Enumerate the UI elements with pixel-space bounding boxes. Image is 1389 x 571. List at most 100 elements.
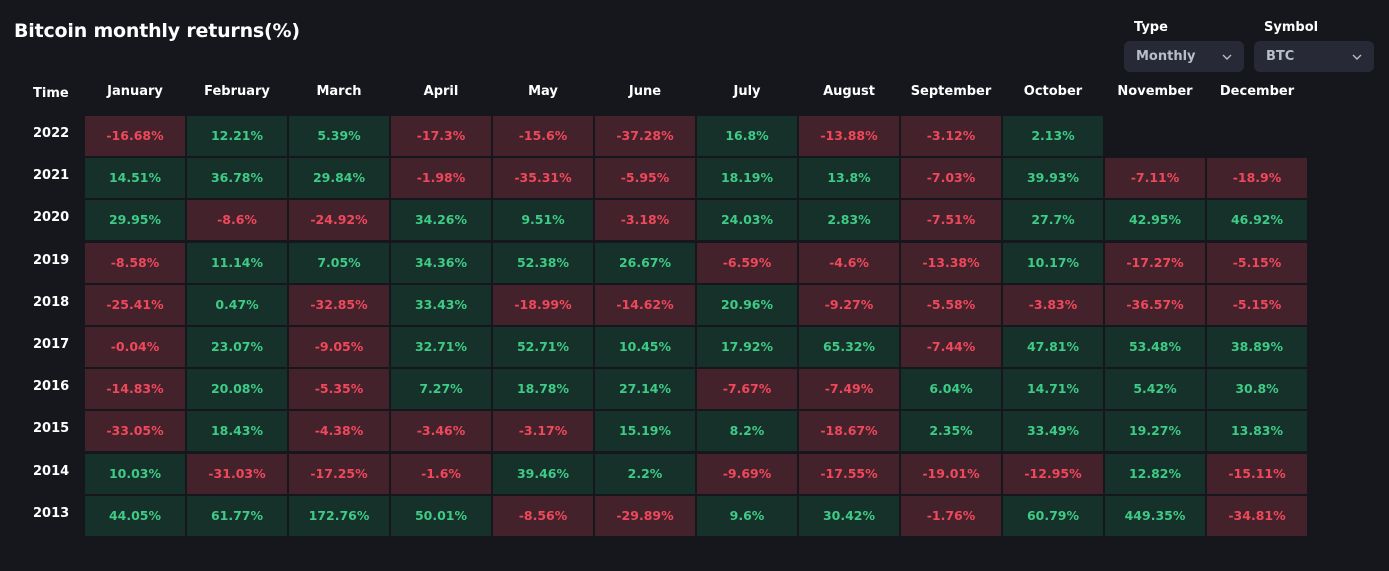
- return-cell: 30.8%: [1207, 369, 1307, 409]
- return-cell: 61.77%: [187, 496, 287, 536]
- return-cell: -5.35%: [289, 369, 389, 409]
- year-label: 2021: [33, 168, 70, 183]
- return-cell: -14.83%: [85, 369, 185, 409]
- year-label: 2015: [33, 421, 70, 436]
- return-cell: -0.04%: [85, 327, 185, 367]
- return-cell: 20.96%: [697, 285, 797, 325]
- return-cell: -7.49%: [799, 369, 899, 409]
- return-cell: -6.59%: [697, 243, 797, 283]
- return-cell: 10.03%: [85, 454, 185, 494]
- return-cell: 15.19%: [595, 411, 695, 451]
- month-header-november: November: [1117, 84, 1193, 99]
- return-cell: 32.71%: [391, 327, 491, 367]
- return-cell: 14.51%: [85, 158, 185, 198]
- return-cell: 17.92%: [697, 327, 797, 367]
- month-header-august: August: [823, 84, 875, 99]
- return-cell: [1207, 116, 1307, 156]
- return-cell: 29.95%: [85, 200, 185, 240]
- return-cell: -5.15%: [1207, 243, 1307, 283]
- return-cell: 39.46%: [493, 454, 593, 494]
- return-cell: -5.15%: [1207, 285, 1307, 325]
- return-cell: 12.82%: [1105, 454, 1205, 494]
- return-cell: 52.38%: [493, 243, 593, 283]
- return-cell: -31.03%: [187, 454, 287, 494]
- return-cell: -7.51%: [901, 200, 1001, 240]
- type-select[interactable]: Monthly: [1124, 41, 1244, 72]
- return-cell: -8.6%: [187, 200, 287, 240]
- return-cell: -3.83%: [1003, 285, 1103, 325]
- return-cell: 2.35%: [901, 411, 1001, 451]
- return-cell: -7.67%: [697, 369, 797, 409]
- year-label: 2017: [33, 337, 70, 352]
- return-cell: 26.67%: [595, 243, 695, 283]
- return-cell: 60.79%: [1003, 496, 1103, 536]
- year-label: 2020: [33, 210, 70, 225]
- return-cell: 42.95%: [1105, 200, 1205, 240]
- symbol-filter: Symbol BTC: [1254, 19, 1374, 72]
- year-label: 2016: [33, 379, 70, 394]
- return-cell: 52.71%: [493, 327, 593, 367]
- return-cell: -4.38%: [289, 411, 389, 451]
- time-column-header: Time: [33, 86, 69, 101]
- chevron-down-icon: [1352, 54, 1362, 60]
- return-cell: 24.03%: [697, 200, 797, 240]
- return-cell: 5.42%: [1105, 369, 1205, 409]
- return-cell: -19.01%: [901, 454, 1001, 494]
- return-cell: -5.58%: [901, 285, 1001, 325]
- return-cell: -3.17%: [493, 411, 593, 451]
- symbol-select[interactable]: BTC: [1254, 41, 1374, 72]
- return-cell: -29.89%: [595, 496, 695, 536]
- return-cell: [1105, 116, 1205, 156]
- return-cell: 36.78%: [187, 158, 287, 198]
- return-cell: 53.48%: [1105, 327, 1205, 367]
- return-cell: 18.78%: [493, 369, 593, 409]
- return-cell: 12.21%: [187, 116, 287, 156]
- return-cell: 30.42%: [799, 496, 899, 536]
- month-header-september: September: [910, 84, 992, 99]
- return-cell: -17.27%: [1105, 243, 1205, 283]
- return-cell: 39.93%: [1003, 158, 1103, 198]
- return-cell: -16.68%: [85, 116, 185, 156]
- type-select-value: Monthly: [1136, 49, 1196, 64]
- return-cell: -3.46%: [391, 411, 491, 451]
- return-cell: 29.84%: [289, 158, 389, 198]
- return-cell: -7.03%: [901, 158, 1001, 198]
- return-cell: 27.7%: [1003, 200, 1103, 240]
- return-cell: -3.12%: [901, 116, 1001, 156]
- type-filter-label: Type: [1134, 20, 1168, 35]
- return-cell: 10.17%: [1003, 243, 1103, 283]
- return-cell: -8.58%: [85, 243, 185, 283]
- return-cell: -33.05%: [85, 411, 185, 451]
- return-cell: 14.71%: [1003, 369, 1103, 409]
- return-cell: 20.08%: [187, 369, 287, 409]
- return-cell: 34.36%: [391, 243, 491, 283]
- return-cell: -18.9%: [1207, 158, 1307, 198]
- return-cell: 13.83%: [1207, 411, 1307, 451]
- return-cell: 9.6%: [697, 496, 797, 536]
- year-label: 2018: [33, 295, 70, 310]
- return-cell: -1.6%: [391, 454, 491, 494]
- return-cell: 46.92%: [1207, 200, 1307, 240]
- return-cell: -8.56%: [493, 496, 593, 536]
- return-cell: 44.05%: [85, 496, 185, 536]
- chevron-down-icon: [1222, 54, 1232, 60]
- return-cell: -12.95%: [1003, 454, 1103, 494]
- return-cell: -15.11%: [1207, 454, 1307, 494]
- return-cell: 18.43%: [187, 411, 287, 451]
- return-cell: -1.76%: [901, 496, 1001, 536]
- symbol-filter-label: Symbol: [1264, 20, 1319, 35]
- return-cell: -13.88%: [799, 116, 899, 156]
- return-cell: -5.95%: [595, 158, 695, 198]
- type-filter: Type Monthly: [1124, 19, 1244, 72]
- return-cell: -9.69%: [697, 454, 797, 494]
- month-header-june: June: [628, 84, 662, 99]
- return-cell: -35.31%: [493, 158, 593, 198]
- return-cell: 6.04%: [901, 369, 1001, 409]
- return-cell: -17.55%: [799, 454, 899, 494]
- return-cell: 9.51%: [493, 200, 593, 240]
- return-cell: 38.89%: [1207, 327, 1307, 367]
- return-cell: 13.8%: [799, 158, 899, 198]
- month-header-march: March: [316, 84, 362, 99]
- return-cell: 2.2%: [595, 454, 695, 494]
- return-cell: 23.07%: [187, 327, 287, 367]
